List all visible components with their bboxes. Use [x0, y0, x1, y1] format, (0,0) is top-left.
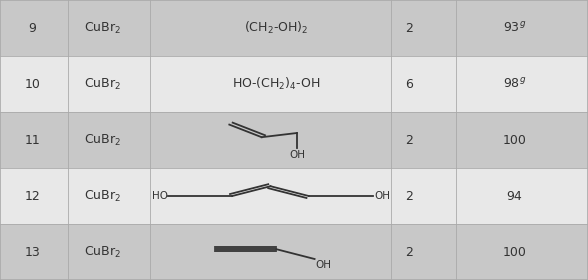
Text: CuBr$_2$: CuBr$_2$ — [84, 188, 122, 204]
Bar — [0, 224, 588, 280]
Text: OH: OH — [375, 191, 390, 201]
Bar — [0, 168, 588, 224]
Text: CuBr$_2$: CuBr$_2$ — [84, 76, 122, 92]
Text: 93$^g$: 93$^g$ — [503, 21, 526, 35]
Text: 100: 100 — [503, 134, 526, 146]
Bar — [0, 112, 588, 168]
Text: 2: 2 — [405, 22, 413, 34]
Text: OH: OH — [289, 150, 305, 160]
Bar — [0, 56, 588, 112]
Text: 2: 2 — [405, 190, 413, 202]
Text: (CH$_2$-OH)$_2$: (CH$_2$-OH)$_2$ — [244, 20, 309, 36]
Text: 100: 100 — [503, 246, 526, 258]
Text: HO-(CH$_2$)$_4$-OH: HO-(CH$_2$)$_4$-OH — [232, 76, 320, 92]
Text: 11: 11 — [25, 134, 40, 146]
Text: CuBr$_2$: CuBr$_2$ — [84, 20, 122, 36]
Text: 9: 9 — [28, 22, 36, 34]
Text: 10: 10 — [25, 78, 40, 90]
Text: 6: 6 — [405, 78, 413, 90]
Text: CuBr$_2$: CuBr$_2$ — [84, 244, 122, 260]
Text: 2: 2 — [405, 134, 413, 146]
Text: OH: OH — [316, 260, 332, 270]
Text: 13: 13 — [25, 246, 40, 258]
Text: 98$^g$: 98$^g$ — [503, 77, 526, 91]
Text: 2: 2 — [405, 246, 413, 258]
Bar — [0, 0, 588, 56]
Text: 12: 12 — [25, 190, 40, 202]
Text: HO: HO — [152, 191, 168, 201]
Text: CuBr$_2$: CuBr$_2$ — [84, 132, 122, 148]
Text: 94: 94 — [507, 190, 522, 202]
